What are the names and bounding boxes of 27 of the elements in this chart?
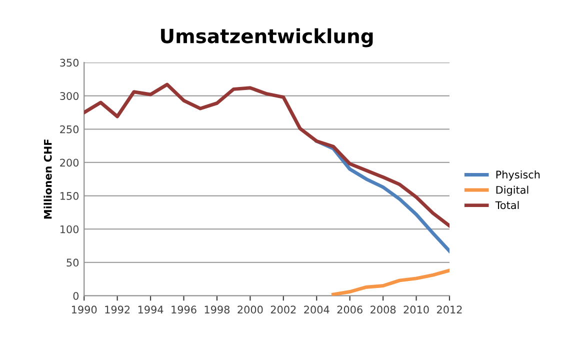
line-series xyxy=(84,82,450,228)
legend-label: Physisch xyxy=(496,170,540,181)
y-tick-label: 350 xyxy=(60,58,79,67)
y-tick-label: 300 xyxy=(60,92,79,100)
legend-label: Digital xyxy=(496,186,528,196)
y-axis-title: Millionen CHF xyxy=(44,140,52,219)
x-tick-label: 2010 xyxy=(404,306,429,314)
line-series xyxy=(332,268,450,296)
y-tick-label: 50 xyxy=(66,258,79,267)
y-tick-label: 250 xyxy=(60,125,79,134)
x-tick-label: 1992 xyxy=(105,306,130,314)
y-tick-label: 0 xyxy=(73,292,79,300)
y-tick-label: 200 xyxy=(60,158,79,167)
x-tick-label: 1996 xyxy=(172,306,196,314)
x-tick-label: 1998 xyxy=(204,306,230,314)
x-tick-label: 2012 xyxy=(437,306,462,314)
x-tick-label: 2000 xyxy=(238,306,263,314)
x-tick-label: 2006 xyxy=(337,306,362,314)
legend-label: Total xyxy=(495,201,519,210)
x-tick-label: 2002 xyxy=(270,306,296,314)
x-tick-label: 1994 xyxy=(138,306,164,314)
x-tick-label: 2008 xyxy=(370,306,396,314)
y-tick-label: 100 xyxy=(60,225,79,234)
chart-title: Umsatzentwicklung xyxy=(161,28,373,48)
y-tick-label: 150 xyxy=(60,192,79,200)
x-tick-label: 1990 xyxy=(72,306,97,314)
x-tick-label: 2004 xyxy=(304,306,330,314)
